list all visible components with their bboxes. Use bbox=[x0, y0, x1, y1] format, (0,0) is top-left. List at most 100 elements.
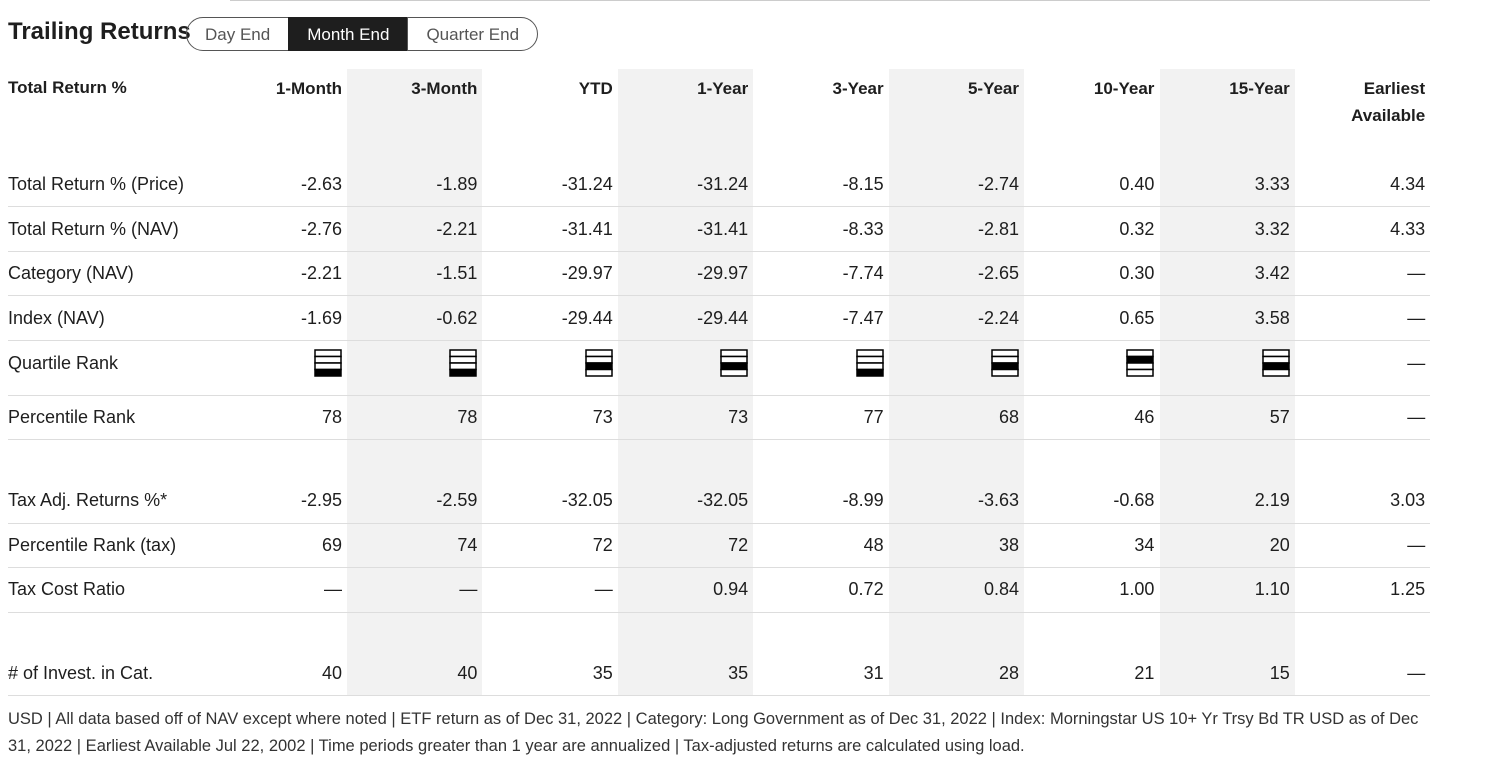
cell: -8.99 bbox=[842, 490, 884, 510]
cell: -8.15 bbox=[842, 174, 884, 194]
column-header: 10-Year bbox=[1093, 79, 1155, 98]
cell: 38 bbox=[998, 535, 1019, 555]
quartile-band bbox=[314, 349, 342, 358]
row-rule bbox=[8, 251, 1430, 252]
quartile-band bbox=[855, 355, 884, 364]
cell: 68 bbox=[998, 407, 1019, 427]
cell: 78 bbox=[321, 407, 342, 427]
cell: — bbox=[1407, 663, 1426, 683]
cell: 77 bbox=[863, 407, 884, 427]
row-rule bbox=[8, 523, 1430, 524]
cell: 3.58 bbox=[1254, 308, 1290, 328]
row-rule bbox=[8, 340, 1430, 341]
column-header: Earliest Available bbox=[1351, 79, 1426, 125]
quartile-band bbox=[1126, 368, 1155, 377]
cell: -31.24 bbox=[697, 174, 749, 194]
quartile-band bbox=[585, 362, 613, 371]
cell: 78 bbox=[457, 407, 478, 427]
cell: -31.41 bbox=[561, 219, 613, 239]
cell: -2.81 bbox=[977, 219, 1019, 239]
quartile-icon bbox=[720, 349, 748, 377]
cell: 3.03 bbox=[1390, 490, 1426, 510]
column-header: 1-Month bbox=[275, 79, 342, 98]
cell: — bbox=[1407, 353, 1426, 373]
quartile-band bbox=[449, 349, 478, 358]
row-label: Total Return % (Price) bbox=[8, 174, 185, 194]
cell: 40 bbox=[321, 663, 342, 683]
quartile-band bbox=[314, 355, 342, 364]
quartile-band bbox=[1262, 349, 1290, 358]
cell: -0.62 bbox=[436, 308, 478, 328]
cell: — bbox=[1407, 263, 1426, 283]
tab[interactable]: Day End bbox=[186, 17, 290, 51]
cell: -3.63 bbox=[977, 490, 1019, 510]
quartile-band bbox=[720, 355, 748, 364]
quartile-icon bbox=[1126, 349, 1155, 377]
cell: -2.95 bbox=[300, 490, 342, 510]
row-label: Tax Adj. Returns %* bbox=[8, 490, 168, 510]
cell: 46 bbox=[1134, 407, 1155, 427]
cell: 20 bbox=[1269, 535, 1290, 555]
cell: 0.30 bbox=[1119, 263, 1155, 283]
cell: 1.10 bbox=[1254, 579, 1290, 599]
cell: 57 bbox=[1269, 407, 1290, 427]
quartile-band bbox=[720, 368, 748, 377]
row-rule bbox=[8, 206, 1430, 207]
column-shade bbox=[1159, 69, 1295, 695]
cell: -29.44 bbox=[697, 308, 749, 328]
cell: 21 bbox=[1134, 663, 1155, 683]
cell: -7.47 bbox=[842, 308, 884, 328]
cell: 15 bbox=[1269, 663, 1290, 683]
cell: 35 bbox=[728, 663, 749, 683]
cell: 0.72 bbox=[848, 579, 884, 599]
column-header: YTD bbox=[578, 79, 613, 98]
quartile-icon bbox=[991, 349, 1019, 377]
column-header: 1-Year bbox=[697, 79, 749, 98]
cell: -2.59 bbox=[436, 490, 478, 510]
row-label: Percentile Rank bbox=[8, 407, 136, 427]
cell: 72 bbox=[728, 535, 749, 555]
quartile-band bbox=[314, 368, 342, 377]
quartile-graphic bbox=[585, 349, 613, 377]
quartile-band bbox=[449, 362, 478, 371]
column-shade bbox=[347, 69, 483, 695]
quartile-band bbox=[1126, 355, 1155, 364]
tab[interactable]: Month End bbox=[288, 17, 409, 51]
quartile-graphic bbox=[1262, 349, 1290, 377]
quartile-graphic bbox=[720, 349, 748, 377]
cell: — bbox=[459, 579, 478, 599]
cell: 0.84 bbox=[983, 579, 1019, 599]
cell: -29.97 bbox=[697, 263, 749, 283]
quartile-icon bbox=[585, 349, 613, 377]
cell: -2.21 bbox=[436, 219, 478, 239]
quartile-band bbox=[449, 355, 478, 364]
quartile-graphic bbox=[449, 349, 478, 377]
row-rule bbox=[8, 567, 1430, 568]
cell: -29.97 bbox=[561, 263, 613, 283]
cell: -2.24 bbox=[977, 308, 1019, 328]
quartile-graphic bbox=[1126, 349, 1155, 377]
cell: 3.42 bbox=[1254, 263, 1290, 283]
cell: -29.44 bbox=[561, 308, 613, 328]
cell: — bbox=[1407, 535, 1426, 555]
cell: -2.63 bbox=[300, 174, 342, 194]
cell: 4.34 bbox=[1390, 174, 1426, 194]
cell: -2.21 bbox=[300, 263, 342, 283]
quartile-band bbox=[991, 362, 1019, 371]
quartile-band bbox=[1126, 362, 1155, 371]
row-rule bbox=[8, 612, 1430, 613]
cell: -1.69 bbox=[300, 308, 342, 328]
cell: 69 bbox=[321, 535, 342, 555]
cell: — bbox=[594, 579, 613, 599]
column-header: 3-Year bbox=[832, 79, 884, 98]
row-rule bbox=[8, 695, 1430, 696]
cell: -2.74 bbox=[977, 174, 1019, 194]
quartile-graphic bbox=[314, 349, 342, 377]
tab[interactable]: Quarter End bbox=[407, 17, 539, 51]
cell: 2.19 bbox=[1254, 490, 1290, 510]
cell: 40 bbox=[457, 663, 478, 683]
cell: -2.65 bbox=[977, 263, 1019, 283]
row-label: Percentile Rank (tax) bbox=[8, 535, 177, 555]
cell: -31.41 bbox=[697, 219, 749, 239]
